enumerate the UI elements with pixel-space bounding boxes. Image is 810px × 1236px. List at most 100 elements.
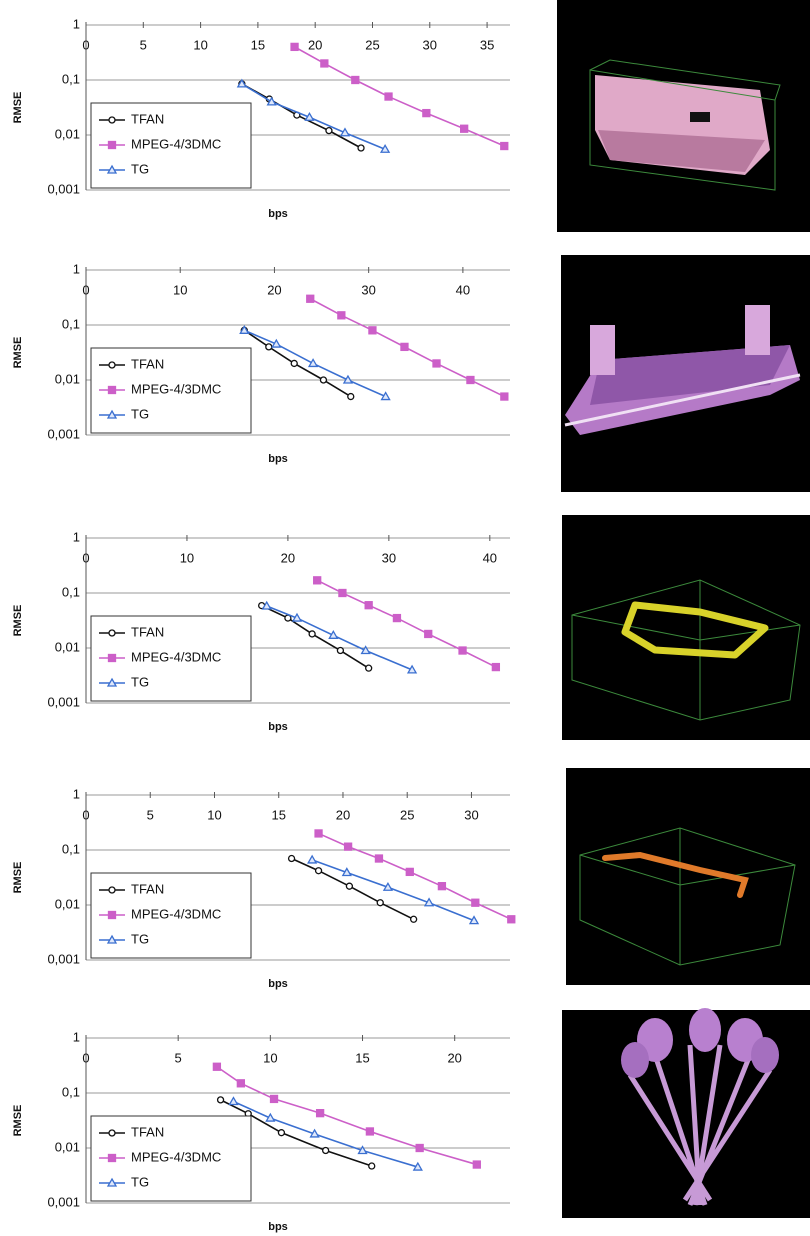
x-tick-label: 10 [207,807,221,822]
marker [347,392,355,401]
x-tick-label: 40 [456,282,470,297]
marker [365,1127,375,1136]
marker [304,111,315,121]
marker [290,359,298,368]
marker [384,92,393,101]
legend-label: TG [131,406,149,421]
legend: TFAN MPEG-4/3DMC TG [90,872,252,959]
legend-marker [108,1129,116,1137]
y-tick-label: 0,01 [55,896,80,911]
x-tick-label: 20 [267,282,281,297]
marker [424,629,433,639]
x-axis-label: bps [268,1221,288,1233]
y-tick-label: 0,01 [55,126,80,141]
marker [437,882,447,891]
x-axis-label: bps [268,208,288,220]
y-tick-label: 0,1 [62,1084,80,1099]
legend: TFAN MPEG-4/3DMC TG [90,102,252,189]
legend-label: TFAN [131,881,164,896]
marker [379,143,391,153]
y-tick-label: 0,001 [47,694,80,709]
marker [357,144,365,152]
legend: TFAN MPEG-4/3DMC TG [90,1115,252,1202]
x-tick-label: 20 [308,37,322,52]
marker [265,1112,276,1122]
marker [269,1094,279,1104]
legend-marker [108,886,116,894]
legend-marker [107,385,117,395]
model-image-3 [562,515,810,740]
x-tick-label: 0 [82,550,89,565]
marker [306,294,315,303]
marker [239,325,250,334]
marker [216,1096,225,1104]
marker [500,392,509,401]
x-tick-label: 20 [447,1050,461,1065]
marker [314,829,323,838]
marker [308,630,316,638]
chart: 0,001 0,01 0,1 10 5 10 15 20 25 30 RMSE bps TFAN MPEG… [12,786,516,990]
legend-marker [106,409,118,419]
legend-label: TFAN [131,356,164,371]
marker [400,342,409,352]
marker [345,882,354,890]
x-axis-label: bps [268,978,288,990]
legend-label: TG [131,1174,149,1189]
x-tick-label: 15 [251,37,265,52]
x-tick-label: 5 [175,1050,182,1065]
marker [368,1162,376,1170]
chart: 0,001 0,01 0,1 10 10 20 30 40 RMSE bps TFAN MPEG-4/… [12,529,510,733]
model-image-4 [566,768,810,985]
x-axis-label: bps [268,453,288,465]
y-axis-label: RMSE [12,337,24,369]
legend-label: MPEG-4/3DMC [131,906,221,921]
legend-marker [107,653,117,663]
y-axis-label: RMSE [12,1105,24,1137]
marker [507,915,516,924]
marker [500,141,509,151]
x-tick-label: 0 [82,37,89,52]
y-axis-label: RMSE [12,862,24,894]
marker [320,59,329,68]
x-tick-label: 20 [336,807,350,822]
marker [351,75,360,85]
marker [415,1143,424,1153]
marker [342,374,354,384]
y-axis-label: RMSE [12,92,24,124]
model-image-5 [562,1008,810,1218]
marker [364,601,373,610]
legend-label: TG [131,161,149,176]
legend-label: TFAN [131,624,164,639]
legend-marker [106,677,118,687]
y-tick-label: 1 [73,1029,80,1044]
chart: 0,001 0,01 0,1 10 5 10 15 20 RMSE bps TFAN MPEG-4/3… [12,1029,510,1233]
marker [322,1146,330,1155]
marker [341,867,352,877]
legend-label: TFAN [131,111,164,126]
x-tick-label: 0 [82,282,89,297]
x-tick-label: 5 [147,807,154,822]
marker [228,1096,239,1106]
marker [307,358,319,368]
legend: TFAN MPEG-4/3DMC TG [90,615,252,702]
marker [291,612,303,622]
marker [271,338,282,348]
x-tick-label: 25 [400,807,414,822]
x-tick-label: 20 [281,550,295,565]
x-axis-label: bps [268,721,288,733]
marker [365,664,373,672]
marker [336,646,345,655]
y-tick-label: 0,1 [62,316,80,331]
legend-label: MPEG-4/3DMC [131,1149,221,1164]
marker [405,867,414,877]
x-tick-label: 10 [263,1050,277,1065]
x-tick-label: 40 [483,550,497,565]
legend-marker [107,140,117,150]
x-tick-label: 10 [193,37,207,52]
y-tick-label: 0,01 [55,639,80,654]
marker [266,96,277,106]
x-tick-label: 0 [82,1050,89,1065]
marker [337,311,346,320]
legend-marker [107,910,117,920]
